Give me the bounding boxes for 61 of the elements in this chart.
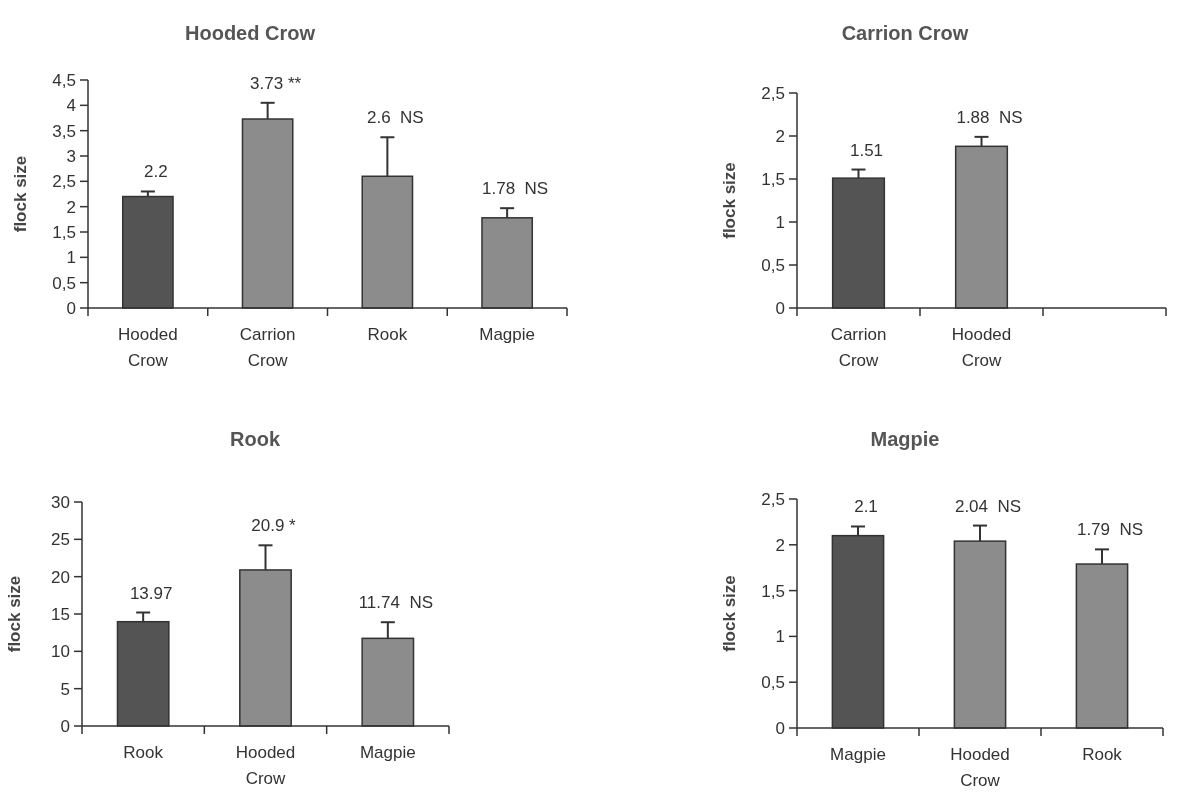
y-tick-label: 3,5 (52, 121, 76, 141)
y-tick-label: 1 (775, 212, 785, 232)
data-label: 2.04 NS (954, 496, 1022, 516)
y-tick-label: 4 (66, 96, 76, 116)
data-label: 3.73 ** (250, 73, 302, 93)
y-tick-label: 0 (775, 718, 785, 738)
y-tick-label: 1,5 (52, 222, 76, 242)
x-tick-label: Carrion Crow (830, 325, 887, 370)
chart-title: Rook (230, 428, 281, 450)
data-label: 1.51 (849, 140, 884, 160)
data-label: 11.74 NS (358, 593, 434, 613)
data-label: 13.97 (129, 583, 173, 603)
x-tick-label: Hooded Crow (951, 325, 1012, 370)
y-axis-title: flock size (11, 155, 30, 233)
y-tick-label: 10 (51, 642, 70, 662)
y-axis-title: flock size (720, 575, 739, 652)
data-label: 2.6 NS (367, 108, 424, 128)
x-tick-label: Carrion Crow (239, 325, 296, 370)
y-tick-label: 2 (775, 535, 785, 555)
y-tick-label: 25 (51, 530, 70, 550)
chart-title: Carrion Crow (841, 22, 969, 44)
y-tick-label: 2,5 (761, 489, 785, 509)
x-tick-label: Magpie (830, 745, 886, 764)
y-tick-label: 2,5 (761, 83, 785, 103)
y-tick-label: 20 (51, 567, 70, 587)
x-tick-label: Hooded Crow (118, 325, 178, 370)
data-label: 20.9 * (251, 516, 297, 536)
y-tick-label: 1 (66, 248, 76, 268)
y-tick-label: 30 (51, 492, 70, 512)
y-axis-title: flock size (5, 575, 24, 653)
y-tick-label: 0 (66, 298, 76, 318)
data-label: 1.78 NS (482, 179, 549, 199)
y-tick-label: 2,5 (52, 172, 76, 192)
y-tick-label: 15 (51, 604, 70, 624)
chart-title: Magpie (870, 428, 940, 450)
x-tick-label: Hooded Crow (950, 745, 1010, 790)
chart-title: Hooded Crow (185, 22, 316, 44)
x-tick-label: Rook (123, 743, 164, 762)
y-tick-label: 5 (60, 679, 70, 699)
y-tick-label: 0,5 (761, 673, 785, 693)
data-label: 2.2 (144, 162, 168, 182)
y-tick-label: 2 (775, 126, 785, 146)
x-tick-label: Magpie (479, 325, 536, 344)
y-tick-label: 1,5 (761, 581, 785, 601)
y-tick-label: 3 (66, 146, 76, 166)
data-label: 1.88 NS (956, 107, 1023, 127)
y-tick-label: 2 (66, 197, 76, 217)
x-tick-label: Hooded Crow (235, 743, 296, 788)
y-tick-label: 0 (775, 298, 785, 318)
y-tick-label: 0,5 (761, 255, 785, 275)
y-tick-label: 0,5 (52, 273, 76, 293)
y-tick-label: 0 (60, 716, 70, 736)
x-tick-label: Rook (367, 325, 408, 344)
y-tick-label: 4,5 (52, 70, 76, 90)
data-label: 2.1 (854, 497, 878, 517)
y-tick-label: 1 (775, 627, 785, 647)
y-axis-title: flock size (720, 162, 739, 239)
x-tick-label: Magpie (359, 743, 416, 762)
data-label: 1.79 NS (1076, 520, 1144, 540)
x-tick-label: Rook (1082, 745, 1123, 764)
y-tick-label: 1,5 (761, 169, 785, 189)
